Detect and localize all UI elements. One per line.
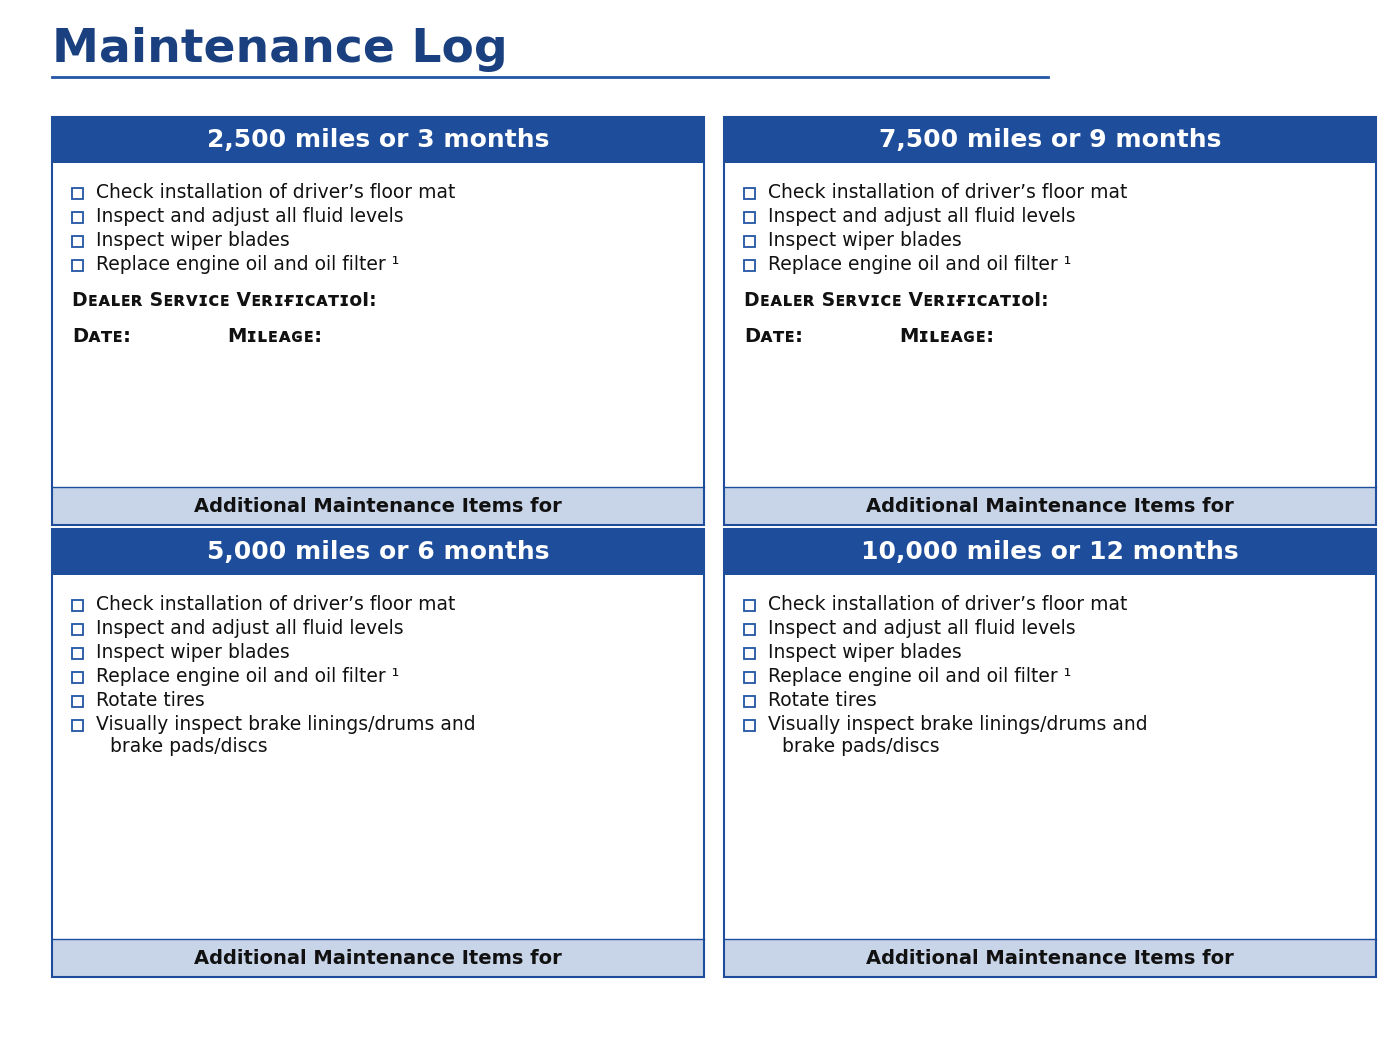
Bar	[52, 487, 704, 525]
Text: Inspect wiper blades: Inspect wiper blades	[97, 231, 290, 251]
Text: Visually inspect brake linings/drums and: Visually inspect brake linings/drums and	[769, 716, 1148, 734]
Text: 7,500 miles or 9 months: 7,500 miles or 9 months	[879, 128, 1221, 152]
Text: Additional Maintenance Items for: Additional Maintenance Items for	[867, 497, 1233, 515]
Text: 5,000 miles or 6 months: 5,000 miles or 6 months	[207, 540, 549, 564]
Bar	[52, 163, 704, 487]
Text: Additional Maintenance Items for: Additional Maintenance Items for	[195, 497, 561, 515]
Text: brake pads/discs: brake pads/discs	[111, 737, 267, 757]
Bar	[724, 117, 1376, 525]
Bar	[743, 188, 755, 198]
Text: Rotate tires: Rotate tires	[97, 692, 204, 710]
Text: Check installation of driver’s floor mat: Check installation of driver’s floor mat	[97, 595, 455, 615]
Bar	[743, 599, 755, 611]
Text: Mɪʟᴇᴀɢᴇ:: Mɪʟᴇᴀɢᴇ:	[227, 327, 322, 346]
Bar	[724, 487, 1376, 525]
Text: Check installation of driver’s floor mat: Check installation of driver’s floor mat	[97, 184, 455, 202]
Text: Check installation of driver’s floor mat: Check installation of driver’s floor mat	[769, 595, 1127, 615]
Bar	[743, 623, 755, 635]
Bar	[71, 235, 83, 247]
Bar	[52, 117, 704, 525]
Bar	[724, 938, 1376, 977]
Bar	[743, 259, 755, 271]
Text: Inspect wiper blades: Inspect wiper blades	[769, 644, 962, 663]
Bar	[71, 720, 83, 730]
Bar	[71, 259, 83, 271]
Text: Inspect and adjust all fluid levels: Inspect and adjust all fluid levels	[769, 207, 1075, 226]
Bar	[52, 529, 704, 574]
Text: Replace engine oil and oil filter ¹: Replace engine oil and oil filter ¹	[97, 255, 399, 275]
Text: brake pads/discs: brake pads/discs	[783, 737, 939, 757]
Text: 10,000 miles or 12 months: 10,000 miles or 12 months	[861, 540, 1239, 564]
Bar	[724, 574, 1376, 938]
Bar	[52, 574, 704, 938]
Bar	[52, 117, 704, 163]
Bar	[71, 696, 83, 706]
Text: Additional Maintenance Items for: Additional Maintenance Items for	[195, 949, 561, 968]
Bar	[724, 529, 1376, 977]
Text: Inspect and adjust all fluid levels: Inspect and adjust all fluid levels	[97, 619, 403, 639]
Bar	[743, 672, 755, 682]
Bar	[71, 212, 83, 223]
Text: Replace engine oil and oil filter ¹: Replace engine oil and oil filter ¹	[769, 668, 1071, 686]
Bar	[743, 696, 755, 706]
Bar	[724, 117, 1376, 163]
Text: Replace engine oil and oil filter ¹: Replace engine oil and oil filter ¹	[769, 255, 1071, 275]
Text: Dᴀᴛᴇ:: Dᴀᴛᴇ:	[743, 327, 802, 346]
Bar	[71, 188, 83, 198]
Text: Dᴇᴀʟᴇʀ Sᴇʀᴠɪᴄᴇ VᴇʀɪғɪᴄᴀᴛɪᴏӀ:: Dᴇᴀʟᴇʀ Sᴇʀᴠɪᴄᴇ VᴇʀɪғɪᴄᴀᴛɪᴏӀ:	[743, 291, 1049, 310]
Bar	[724, 529, 1376, 574]
Text: Mɪʟᴇᴀɢᴇ:: Mɪʟᴇᴀɢᴇ:	[899, 327, 994, 346]
Text: Visually inspect brake linings/drums and: Visually inspect brake linings/drums and	[97, 716, 476, 734]
Bar	[52, 529, 704, 977]
Bar	[743, 720, 755, 730]
Text: Check installation of driver’s floor mat: Check installation of driver’s floor mat	[769, 184, 1127, 202]
Bar	[724, 163, 1376, 487]
Bar	[743, 235, 755, 247]
Bar	[71, 599, 83, 611]
Bar	[71, 647, 83, 658]
Text: Dᴇᴀʟᴇʀ Sᴇʀᴠɪᴄᴇ VᴇʀɪғɪᴄᴀᴛɪᴏӀ:: Dᴇᴀʟᴇʀ Sᴇʀᴠɪᴄᴇ VᴇʀɪғɪᴄᴀᴛɪᴏӀ:	[71, 291, 377, 310]
Text: Inspect and adjust all fluid levels: Inspect and adjust all fluid levels	[769, 619, 1075, 639]
Text: Rotate tires: Rotate tires	[769, 692, 876, 710]
Text: Dᴀᴛᴇ:: Dᴀᴛᴇ:	[71, 327, 130, 346]
Text: Additional Maintenance Items for: Additional Maintenance Items for	[867, 949, 1233, 968]
Text: Inspect wiper blades: Inspect wiper blades	[769, 231, 962, 251]
Bar	[52, 938, 704, 977]
Text: Inspect wiper blades: Inspect wiper blades	[97, 644, 290, 663]
Bar	[743, 647, 755, 658]
Bar	[71, 623, 83, 635]
Text: 2,500 miles or 3 months: 2,500 miles or 3 months	[207, 128, 549, 152]
Bar	[743, 212, 755, 223]
Text: Maintenance Log: Maintenance Log	[52, 27, 508, 72]
Text: Inspect and adjust all fluid levels: Inspect and adjust all fluid levels	[97, 207, 403, 226]
Text: Replace engine oil and oil filter ¹: Replace engine oil and oil filter ¹	[97, 668, 399, 686]
Bar	[71, 672, 83, 682]
